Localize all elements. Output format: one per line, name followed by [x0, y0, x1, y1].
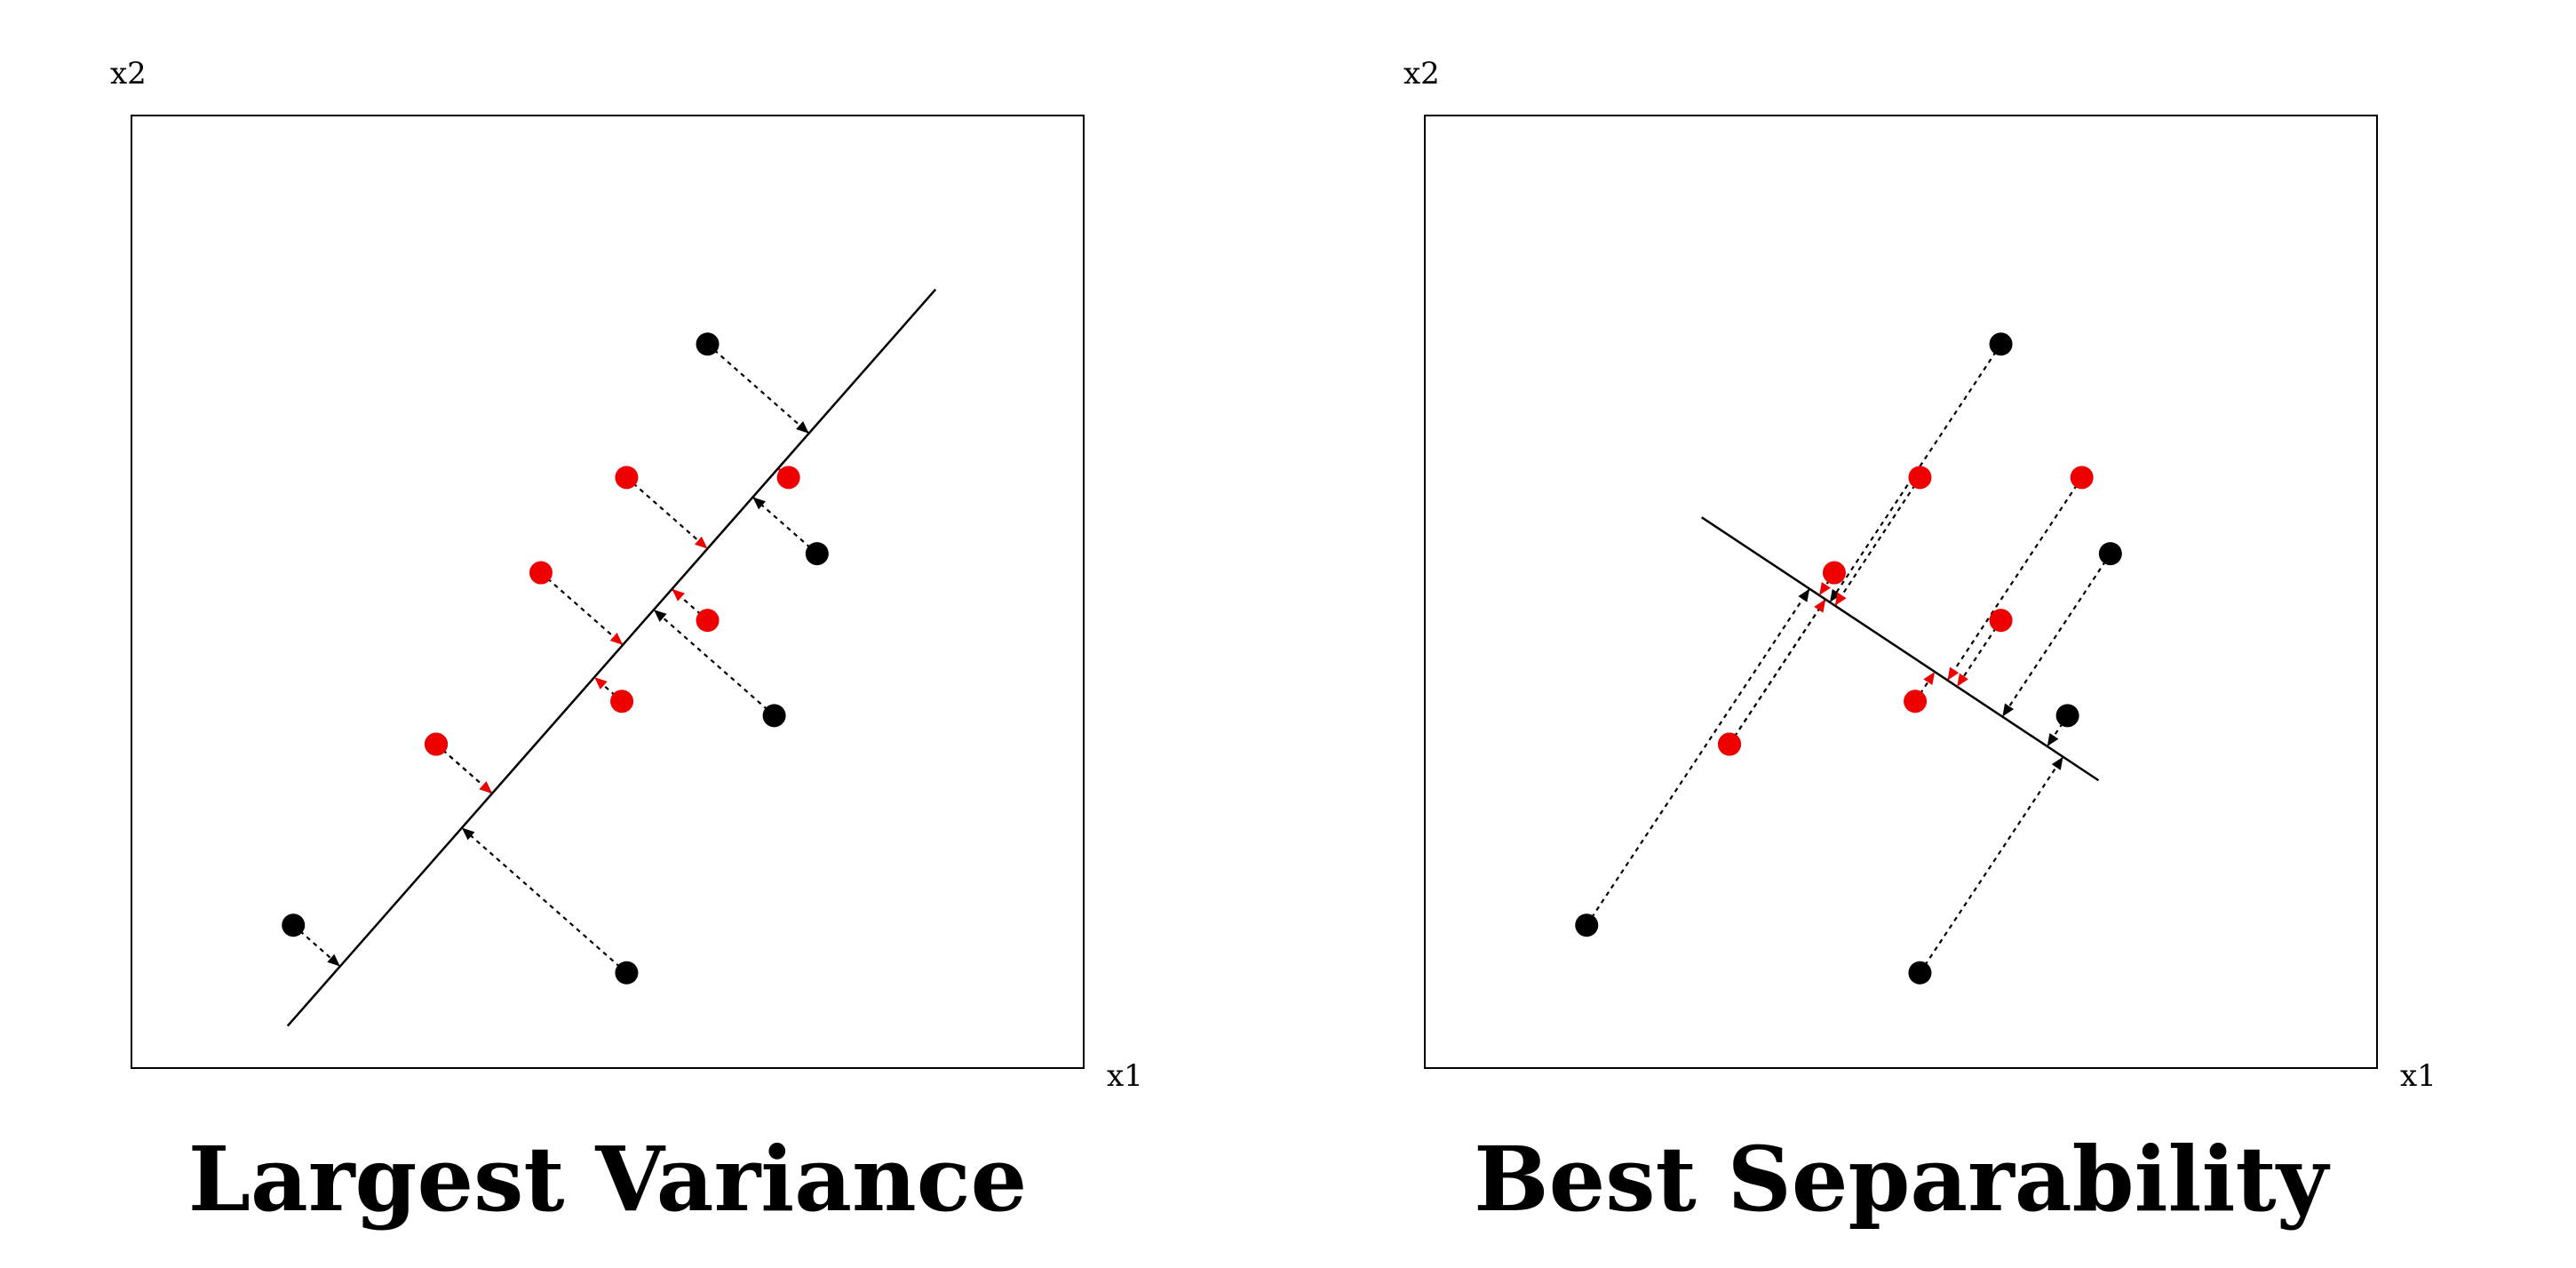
projected-point-black [1830, 588, 1841, 602]
data-point-black [1575, 913, 1599, 937]
x-axis-label: x1 [1107, 1058, 1143, 1094]
data-point-black [762, 704, 786, 728]
projected-point-red [672, 588, 685, 602]
y-axis-label: x2 [110, 56, 147, 92]
plot-frame [131, 115, 1085, 1069]
projection-connector [1729, 598, 1826, 746]
projected-point-black [752, 497, 766, 510]
data-point-red [1904, 690, 1928, 714]
data-point-black [805, 542, 829, 566]
projected-point-red [1947, 666, 1960, 681]
projected-point-red [1923, 672, 1936, 686]
projected-point-black [327, 953, 340, 967]
plot-frame [1424, 115, 2378, 1069]
data-point-black [696, 332, 720, 356]
data-point-black [2055, 704, 2079, 728]
projected-point-red [1819, 581, 1831, 595]
data-point-black [2098, 542, 2122, 566]
projected-point-black [654, 610, 667, 622]
projected-point-red [594, 677, 608, 690]
projection-connector [540, 571, 624, 646]
plot-area [1575, 332, 2122, 985]
projection-connector [625, 476, 709, 550]
projected-point-black [462, 827, 475, 841]
plot-area [282, 288, 937, 1027]
projected-point-black [796, 420, 809, 434]
projected-point-red [1957, 673, 1968, 687]
panel-title: Largest Variance [188, 1127, 1028, 1232]
projected-point-red [609, 632, 624, 645]
projected-point-black [1798, 588, 1810, 602]
projection-connector [1833, 476, 1921, 607]
projected-point-red [1834, 592, 1847, 606]
projection-connector [435, 743, 493, 794]
projection-connector [706, 343, 810, 435]
data-point-black [615, 961, 639, 985]
data-point-red [696, 609, 720, 633]
panel-best-separability: x2 x1 Best Separability [1403, 56, 2437, 1232]
data-point-red [610, 690, 634, 714]
data-point-red [1718, 732, 1742, 756]
projection-connector [1956, 619, 2002, 688]
projection-connector [1586, 588, 1811, 926]
projected-point-black [2047, 732, 2059, 746]
projection-line [1701, 516, 2100, 782]
data-point-black [1989, 332, 2013, 356]
panel-title: Best Separability [1474, 1127, 2331, 1232]
data-point-red [615, 466, 639, 490]
data-point-red [1908, 466, 1932, 490]
projection-connector [751, 496, 818, 554]
projection-connector [1946, 476, 2083, 682]
projection-connector [1729, 598, 1826, 746]
data-point-black [282, 913, 306, 937]
data-point-red [1989, 609, 2013, 633]
data-point-red [529, 561, 553, 585]
projection-connector [461, 826, 628, 974]
projected-point-red [1814, 599, 1826, 613]
panel-largest-variance: x2 x1 Largest Variance [110, 56, 1143, 1232]
projection-connector [2001, 553, 2111, 718]
projected-point-black [2051, 756, 2063, 770]
projection-connector [1919, 756, 2064, 974]
x-axis-label: x1 [2400, 1058, 2437, 1094]
data-point-red [425, 732, 449, 756]
projected-point-black [2002, 703, 2015, 717]
data-point-red [1822, 561, 1846, 585]
data-point-red [776, 466, 800, 490]
y-axis-label: x2 [1403, 56, 1440, 92]
data-point-red [2070, 466, 2094, 490]
projected-point-red [479, 781, 493, 793]
projection-line [286, 288, 937, 1027]
projection-connector [653, 609, 775, 717]
projected-point-red [694, 536, 708, 549]
data-point-black [1908, 961, 1932, 985]
